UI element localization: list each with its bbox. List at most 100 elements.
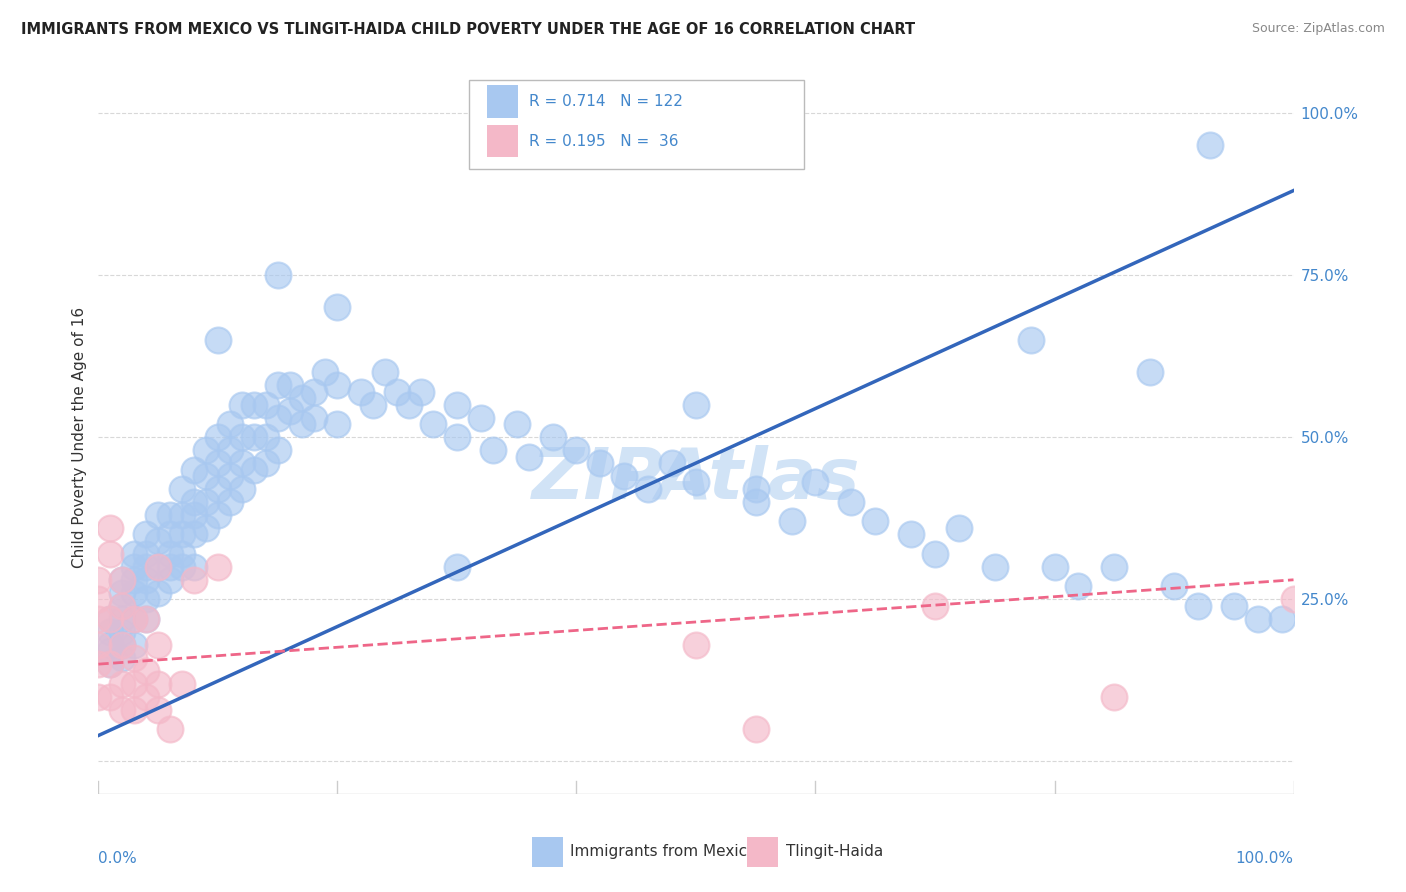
Point xyxy=(1223,599,1246,613)
Point xyxy=(207,559,229,574)
Point xyxy=(183,573,205,587)
Point xyxy=(243,462,266,476)
FancyBboxPatch shape xyxy=(486,86,517,118)
Point xyxy=(254,398,277,412)
Point xyxy=(326,378,349,392)
Point xyxy=(589,456,612,470)
Point xyxy=(172,559,194,574)
Point xyxy=(422,417,444,431)
Point xyxy=(124,612,146,626)
Point xyxy=(111,573,134,587)
Point xyxy=(87,592,110,607)
Point xyxy=(111,573,134,587)
Text: Tlingit-Haida: Tlingit-Haida xyxy=(786,844,883,859)
Point xyxy=(661,456,683,470)
Point xyxy=(1199,138,1222,153)
Text: 100.0%: 100.0% xyxy=(1236,851,1294,866)
Point xyxy=(183,508,205,522)
Point xyxy=(195,443,218,458)
Point xyxy=(924,547,946,561)
Point xyxy=(207,333,229,347)
Point xyxy=(135,612,157,626)
FancyBboxPatch shape xyxy=(533,837,564,867)
Point xyxy=(183,462,205,476)
Point xyxy=(446,398,468,412)
Point xyxy=(183,495,205,509)
Text: ZIPAtlas: ZIPAtlas xyxy=(531,445,860,515)
Point xyxy=(231,430,253,444)
Point xyxy=(278,378,301,392)
Point xyxy=(541,430,564,444)
Point xyxy=(111,599,134,613)
Point xyxy=(745,722,768,736)
Point xyxy=(685,638,707,652)
Point xyxy=(148,676,170,690)
Point xyxy=(135,527,157,541)
Point xyxy=(124,650,146,665)
Point xyxy=(924,599,946,613)
Point xyxy=(172,547,194,561)
Point xyxy=(98,657,122,672)
Point xyxy=(148,702,170,716)
Point xyxy=(385,384,409,399)
Point xyxy=(135,573,157,587)
Point xyxy=(195,521,218,535)
Point xyxy=(231,482,253,496)
Point xyxy=(1043,559,1066,574)
Point xyxy=(183,559,205,574)
Text: R = 0.195   N =  36: R = 0.195 N = 36 xyxy=(529,134,678,149)
Point xyxy=(446,430,468,444)
Point xyxy=(411,384,433,399)
FancyBboxPatch shape xyxy=(748,837,779,867)
Point xyxy=(135,592,157,607)
Point xyxy=(745,482,768,496)
Point xyxy=(98,638,122,652)
Point xyxy=(172,508,194,522)
Point xyxy=(135,664,157,678)
Point xyxy=(219,417,242,431)
Point xyxy=(804,475,827,490)
Point xyxy=(207,482,229,496)
Text: IMMIGRANTS FROM MEXICO VS TLINGIT-HAIDA CHILD POVERTY UNDER THE AGE OF 16 CORREL: IMMIGRANTS FROM MEXICO VS TLINGIT-HAIDA … xyxy=(21,22,915,37)
Point xyxy=(278,404,301,418)
Point xyxy=(148,638,170,652)
Point xyxy=(291,391,314,405)
Point xyxy=(87,690,110,704)
Point xyxy=(124,559,146,574)
Point xyxy=(124,702,146,716)
Point xyxy=(159,573,181,587)
Point xyxy=(267,268,290,282)
Point xyxy=(219,443,242,458)
Point xyxy=(172,676,194,690)
Point xyxy=(841,495,863,509)
Point xyxy=(481,443,505,458)
Point xyxy=(745,495,768,509)
Point xyxy=(87,657,110,672)
Point xyxy=(685,475,707,490)
Point xyxy=(231,398,253,412)
Point xyxy=(135,559,157,574)
Point xyxy=(172,527,194,541)
Point xyxy=(124,612,146,626)
Point xyxy=(159,547,181,561)
Point xyxy=(517,450,540,464)
Text: Immigrants from Mexico: Immigrants from Mexico xyxy=(571,844,756,859)
Point xyxy=(398,398,420,412)
Point xyxy=(637,482,659,496)
Point xyxy=(315,365,337,379)
Point xyxy=(302,410,325,425)
Point xyxy=(148,586,170,600)
FancyBboxPatch shape xyxy=(486,125,517,158)
Point xyxy=(865,515,887,529)
Point xyxy=(948,521,970,535)
Point xyxy=(148,533,170,548)
Point xyxy=(98,657,122,672)
Point xyxy=(1104,559,1126,574)
Point xyxy=(1139,365,1161,379)
Point xyxy=(124,573,146,587)
Point xyxy=(98,644,122,658)
Point xyxy=(350,384,373,399)
Text: R = 0.714   N = 122: R = 0.714 N = 122 xyxy=(529,95,682,109)
Point xyxy=(984,559,1007,574)
Point xyxy=(302,384,325,399)
